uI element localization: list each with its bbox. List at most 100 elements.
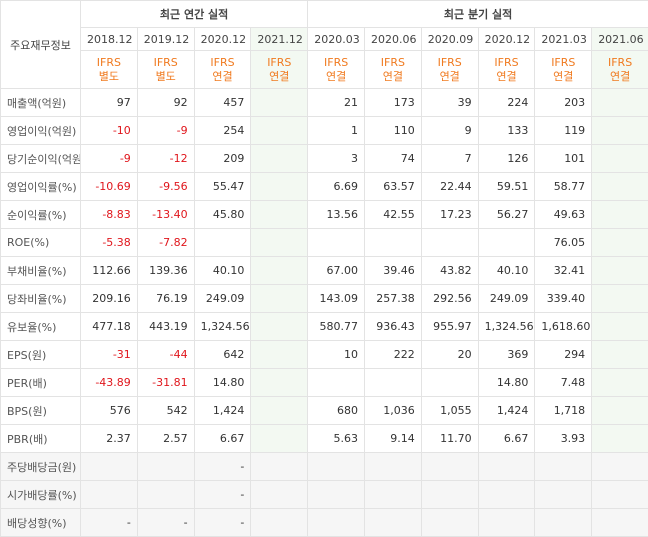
- row-label: PER(배): [0, 368, 81, 397]
- cell: [250, 116, 309, 145]
- cell: 39: [420, 88, 479, 117]
- basis: IFRS: [210, 55, 235, 69]
- cell: 477.18: [80, 312, 138, 341]
- cell: -5.38: [80, 228, 138, 257]
- cell: 14.80: [193, 368, 252, 397]
- scope: 별도: [155, 69, 176, 83]
- scope: 연결: [212, 69, 233, 83]
- cell: [250, 424, 309, 453]
- group-title: 최근 분기 실적: [307, 0, 648, 28]
- estimate-mark: (E): [647, 33, 648, 46]
- cell: 339.40: [534, 284, 593, 313]
- data-row: PBR(배) 2.37 2.57 6.67 5.63 9.14 11.70 6.67 3.93: [0, 424, 648, 453]
- period-label: 2020.06: [364, 27, 422, 51]
- basis: IFRS: [96, 55, 121, 69]
- row-label: 매출액(억원): [0, 88, 81, 117]
- cell: 14.80: [477, 368, 536, 397]
- period: 2021.06: [598, 32, 644, 46]
- cell: 112.66: [80, 256, 138, 285]
- cell: [250, 256, 309, 285]
- cell: 76.05: [534, 228, 593, 257]
- cell: 249.09: [193, 284, 252, 313]
- cell: 40.10: [193, 256, 252, 285]
- period-label: 2020.12: [193, 27, 252, 51]
- accounting-basis: IFRS 연결: [250, 50, 309, 89]
- cell: -44: [136, 340, 195, 369]
- period-label: 2018.12: [80, 27, 138, 51]
- cell: 173: [364, 88, 422, 117]
- cell: 3.93: [534, 424, 593, 453]
- cell: 249.09: [477, 284, 536, 313]
- period-label: 2021.12 (E): [250, 27, 309, 51]
- cell: 294: [534, 340, 593, 369]
- row-label: 당좌비율(%): [0, 284, 81, 313]
- cell: [250, 312, 309, 341]
- cell: -7.82: [136, 228, 195, 257]
- basis-row: IFRS 별도 IFRS 별도 IFRS 연결 IFRS 연결 IFRS 연결 IFRS 연결 IFRS…: [1, 50, 648, 89]
- accounting-basis: IFRS 연결: [307, 50, 365, 89]
- scope: 연결: [382, 69, 404, 83]
- accounting-basis: IFRS 연결: [193, 50, 252, 89]
- cell: 1,424: [193, 396, 252, 425]
- group-title: 최근 연간 실적: [79, 0, 309, 28]
- cell: 126: [477, 144, 536, 173]
- cell: [136, 480, 195, 509]
- cell: 101: [534, 144, 593, 173]
- cell: 139.36: [136, 256, 195, 285]
- cell: [591, 284, 648, 313]
- cell: -9: [80, 144, 138, 173]
- scope: 연결: [609, 69, 631, 83]
- data-row: ROE(%) -5.38 -7.82 76.05: [0, 228, 648, 257]
- cell: [250, 452, 309, 481]
- row-label: 주당배당금(원): [0, 452, 81, 481]
- row-label: 영업이익(억원): [0, 116, 81, 145]
- cell: 936.43: [364, 312, 422, 341]
- cell: [591, 340, 648, 369]
- row-label: EPS(원): [0, 340, 81, 369]
- period: 2020.06: [371, 32, 417, 46]
- cell: -10.69: [80, 172, 138, 201]
- cell: 1,718: [534, 396, 593, 425]
- cell: 56.27: [477, 200, 536, 229]
- cell: [591, 172, 648, 201]
- basis: IFRS: [267, 55, 292, 69]
- cell: 222: [364, 340, 422, 369]
- cell: 642: [193, 340, 252, 369]
- cell: 63.57: [364, 172, 422, 201]
- data-row: 유보율(%) 477.18 443.19 1,324.56 580.77 936.43 95…: [0, 312, 648, 341]
- cell: 2.57: [136, 424, 195, 453]
- cell: 110: [364, 116, 422, 145]
- basis: IFRS: [551, 55, 576, 69]
- cell: [591, 508, 648, 537]
- period: 2020.03: [314, 32, 360, 46]
- cell: 74: [364, 144, 422, 173]
- cell: [420, 368, 479, 397]
- cell: 9: [420, 116, 479, 145]
- cell: 1,055: [420, 396, 479, 425]
- cell: [250, 172, 309, 201]
- cell: -10: [80, 116, 138, 145]
- cell: [364, 228, 422, 257]
- row-label: 배당성향(%): [0, 508, 81, 537]
- cell: [591, 396, 648, 425]
- data-row: 영업이익(억원) -10 -9 254 1 110 9 133 119: [0, 116, 648, 145]
- scope: 연결: [553, 69, 574, 83]
- data-row: 당좌비율(%) 209.16 76.19 249.09 143.09 257.38 292.…: [0, 284, 648, 313]
- cell: 58.77: [534, 172, 593, 201]
- row-label: 유보율(%): [0, 312, 81, 341]
- cell: [591, 256, 648, 285]
- data-row: 당기순이익(억원) -9 -12 209 3 74 7 126 101: [0, 144, 648, 173]
- data-row: 시가배당률(%) -: [0, 480, 648, 509]
- basis: IFRS: [494, 55, 519, 69]
- accounting-basis: IFRS 연결: [477, 50, 536, 89]
- row-label: 시가배당률(%): [0, 480, 81, 509]
- period: 2020.12: [484, 32, 531, 46]
- cell: [591, 116, 648, 145]
- cell: [364, 480, 422, 509]
- cell: [591, 424, 648, 453]
- cell: 40.10: [477, 256, 536, 285]
- basis: IFRS: [380, 55, 405, 69]
- cell: 92: [136, 88, 195, 117]
